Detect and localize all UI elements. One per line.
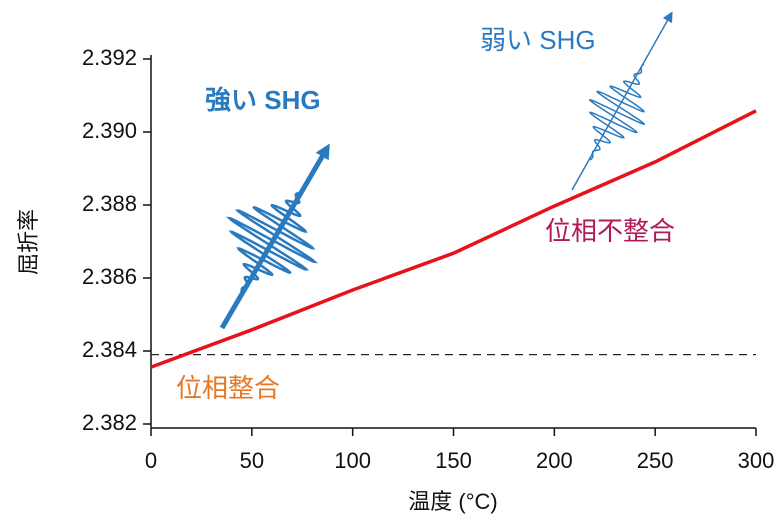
x-tick-label: 150 xyxy=(435,448,472,473)
annotation: 弱い SHG xyxy=(480,25,596,55)
y-tick-label: 2.386 xyxy=(82,264,137,289)
y-tick-label: 2.382 xyxy=(82,410,137,435)
annotation: 強い SHG xyxy=(205,85,321,115)
x-tick-label: 300 xyxy=(738,448,775,473)
y-tick-label: 2.390 xyxy=(82,118,137,143)
x-tick-label: 0 xyxy=(145,448,157,473)
y-tick-label: 2.384 xyxy=(82,337,137,362)
y-tick-label: 2.392 xyxy=(82,45,137,70)
y-tick-label: 2.388 xyxy=(82,191,137,216)
x-tick-label: 100 xyxy=(334,448,371,473)
strong-wave-packet xyxy=(230,188,315,291)
y-axis-label: 屈折率 xyxy=(16,209,41,275)
chart: 屈折率 温度 (°C) 2.382 2.384 2.386 2.388 2.390 2.3… xyxy=(0,0,783,524)
weak-wave-packet xyxy=(590,64,644,160)
x-tick-label: 250 xyxy=(637,448,674,473)
x-tick-label: 200 xyxy=(536,448,573,473)
strong-shg-arrow xyxy=(222,150,326,328)
x-tick-label: 50 xyxy=(240,448,264,473)
x-axis-label: 温度 (°C) xyxy=(408,489,497,514)
annotation: 位相不整合 xyxy=(545,216,675,246)
annotation: 位相整合 xyxy=(176,373,280,403)
